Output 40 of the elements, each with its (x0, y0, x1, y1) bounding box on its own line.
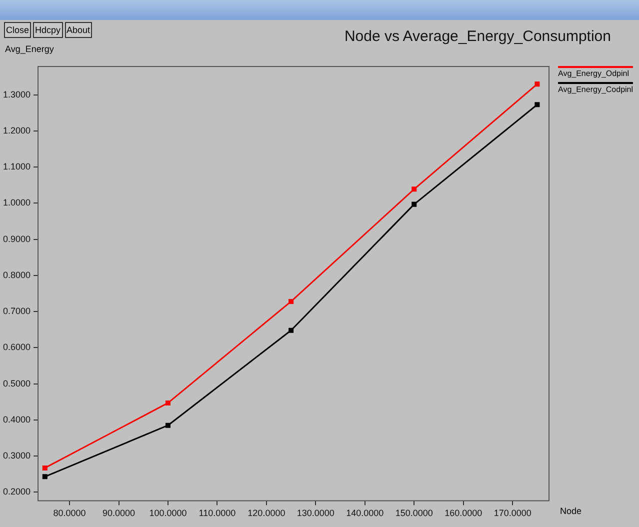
point (534, 82, 540, 87)
x-tick-label: 140.0000 (346, 508, 384, 518)
hardcopy-button[interactable]: Hdcpy (33, 22, 63, 38)
point (288, 328, 294, 333)
point (288, 298, 294, 304)
point (165, 422, 170, 428)
y-tick-label: 0.3000 (2, 450, 31, 461)
text: Avg_Energy_Odpinl (558, 66, 634, 78)
about-button[interactable]: About (64, 22, 92, 38)
chart-title: Node vs Average_Energy_Consumption (344, 28, 611, 45)
y-tick-label: 0.4000 (2, 414, 31, 424)
point (412, 186, 417, 192)
y-axis-title: Avg_Energy (5, 44, 54, 54)
point (165, 400, 170, 406)
y-tick-label: 1.1000 (2, 162, 31, 172)
x-tick-label: 170.0000 (494, 508, 532, 518)
x-tick-label: 150.0000 (395, 508, 433, 518)
x-tick-label: 110.0000 (198, 508, 236, 518)
y-tick-label: 1.2000 (2, 125, 31, 136)
close-button[interactable]: Close (4, 22, 32, 38)
y-tick-label: 1.3000 (2, 89, 31, 100)
y-tick-label: 0.8000 (2, 270, 31, 280)
x-tick-label: 90.0000 (102, 508, 136, 518)
y-tick-label: 0.5000 (2, 378, 31, 388)
point (412, 202, 417, 207)
y-tick-label: 0.6000 (2, 342, 31, 352)
x-tick-label: 160.0000 (444, 508, 482, 518)
y-tick-label: 1.0000 (2, 198, 31, 208)
x-tick-label: 100.0000 (149, 508, 187, 518)
y-tick-label: 0.2000 (2, 486, 31, 497)
point (42, 474, 48, 480)
point (534, 102, 540, 108)
y-tick-label: 0.9000 (2, 234, 31, 244)
y-tick-label: 0.7000 (2, 306, 31, 316)
x-tick-label: 80.0000 (53, 508, 86, 518)
x-axis-title: Node (560, 506, 582, 516)
x-tick-label: 120.0000 (248, 508, 286, 518)
text: Avg_Energy_Codpinl (558, 82, 634, 94)
x-tick-label: 130.0000 (296, 508, 334, 518)
point (42, 465, 48, 470)
